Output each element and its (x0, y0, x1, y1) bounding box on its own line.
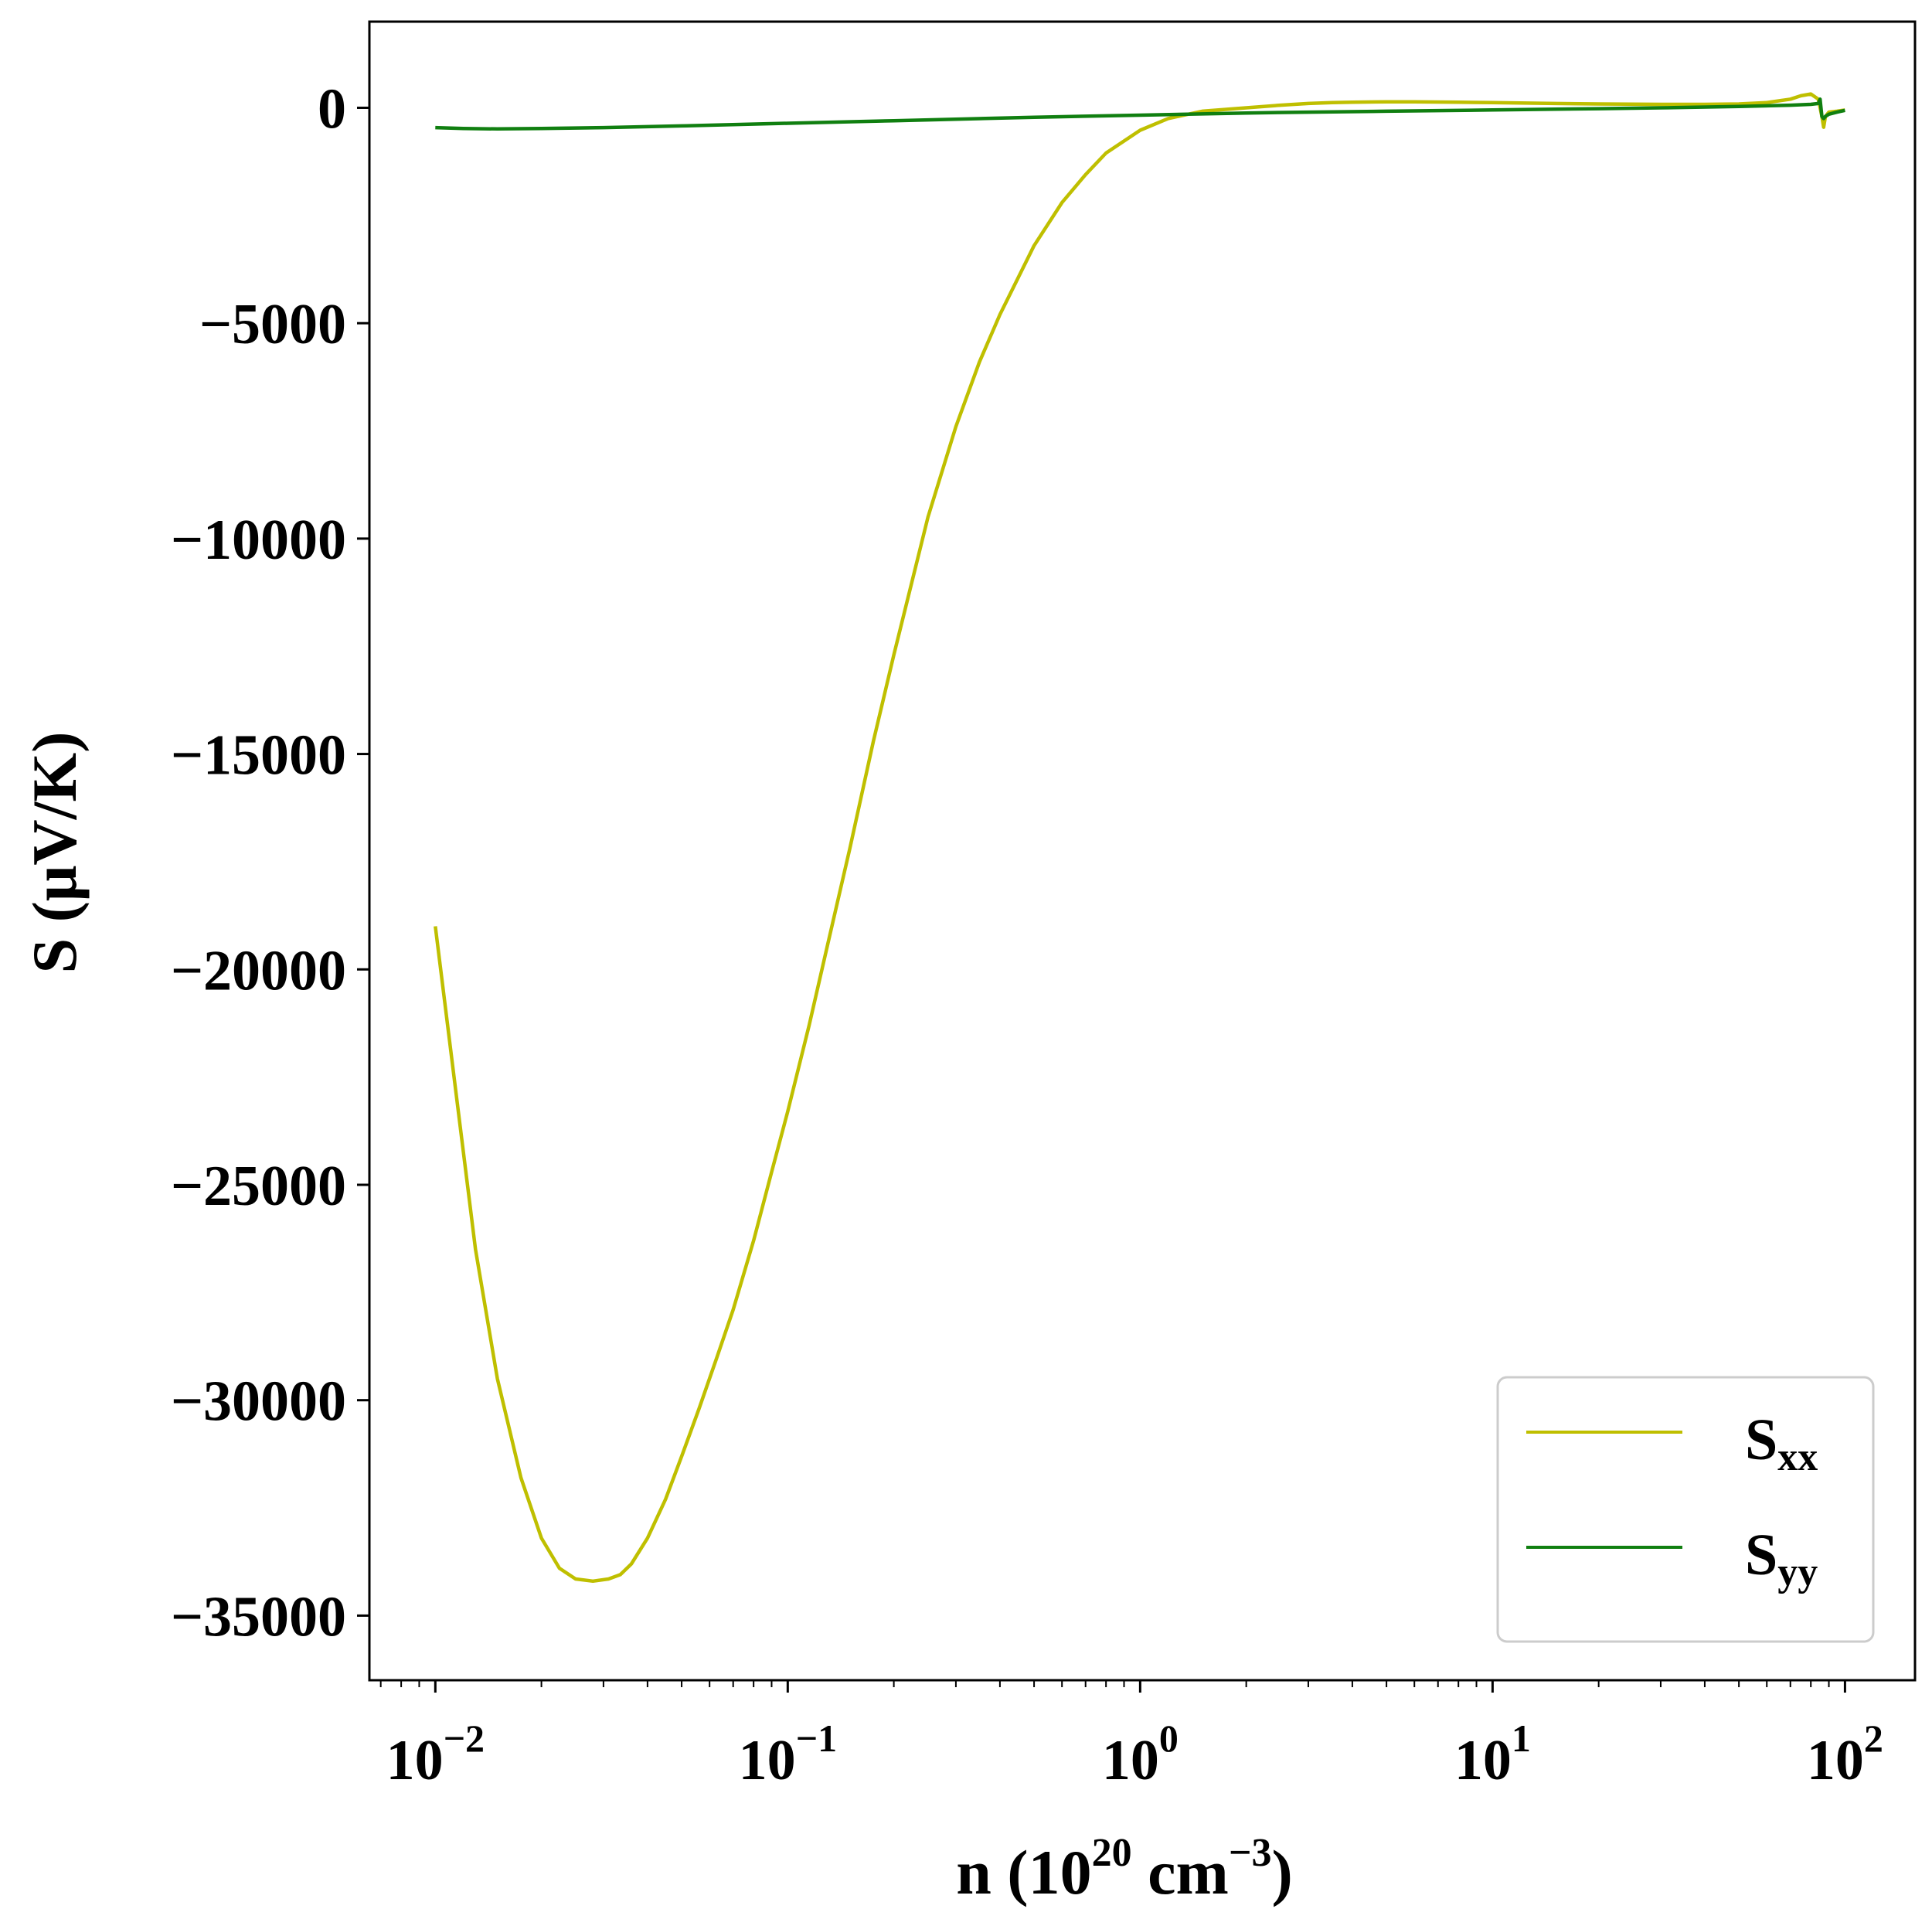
y-tick-label: −20000 (171, 939, 346, 1002)
y-tick-label: −25000 (171, 1155, 346, 1218)
legend: Sxx Syy (1496, 1376, 1875, 1643)
x-tick-label: 102 (1807, 1717, 1883, 1792)
y-tick-label: −5000 (199, 293, 346, 356)
series-group (434, 92, 1845, 1584)
y-axis-ticks: 0 −5000 −10000 −15000 −20000 −25000 −30000 −350… (171, 77, 369, 1649)
y-tick-label: −30000 (171, 1370, 346, 1434)
series-line-sxx (434, 92, 1845, 1584)
legend-box (1496, 1376, 1875, 1643)
x-tick-label: 10−1 (739, 1717, 838, 1792)
x-axis-title-end: ) (1271, 1837, 1292, 1907)
x-axis-ticks: 10−2 10−1 100 101 102 (379, 1680, 1883, 1792)
x-tick-label: 100 (1102, 1717, 1179, 1792)
y-tick-label: −15000 (171, 724, 346, 788)
x-axis-title-exponent-1: 20 (1092, 1831, 1132, 1875)
x-tick-label: 101 (1454, 1717, 1531, 1792)
x-axis-title-middle: cm (1132, 1837, 1229, 1907)
x-tick-label: 10−2 (386, 1717, 485, 1792)
x-axis-title-base: n (10 (956, 1837, 1091, 1907)
series-line-syy (435, 97, 1845, 131)
legend-label-syy: Syy (1745, 1523, 1818, 1594)
y-tick-label: −10000 (171, 509, 346, 572)
y-tick-label: −35000 (171, 1585, 346, 1649)
plot-frame (368, 20, 1917, 1682)
legend-label-sxx: Sxx (1745, 1407, 1818, 1479)
x-axis-title-exponent-2: −3 (1229, 1831, 1272, 1875)
y-axis-title: S (μV/K) (19, 732, 90, 974)
y-tick-label: 0 (318, 77, 346, 141)
x-axis-title: n (1020 cm−3) (956, 1831, 1293, 1907)
